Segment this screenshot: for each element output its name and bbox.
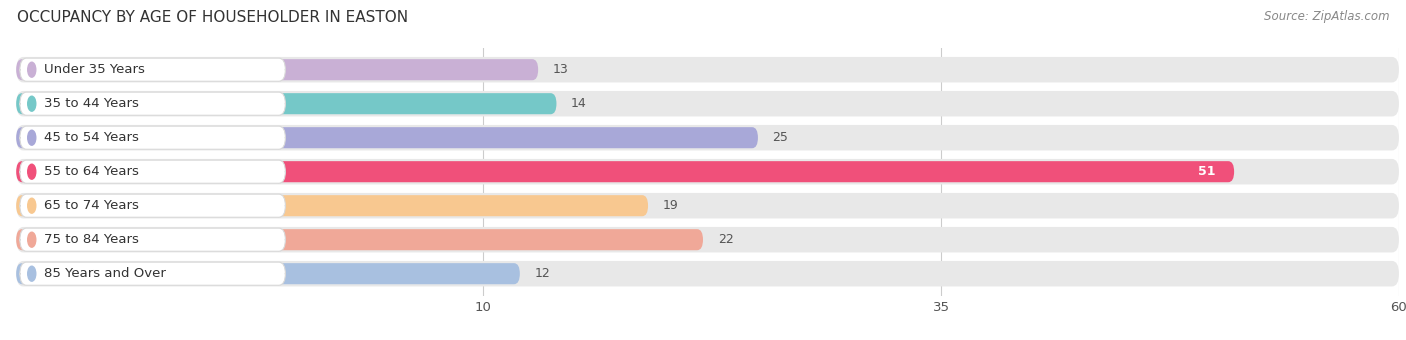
- FancyBboxPatch shape: [17, 195, 648, 216]
- Circle shape: [28, 198, 35, 213]
- FancyBboxPatch shape: [20, 194, 285, 217]
- Circle shape: [28, 96, 35, 111]
- FancyBboxPatch shape: [20, 58, 285, 81]
- Text: 14: 14: [571, 97, 586, 110]
- FancyBboxPatch shape: [17, 229, 703, 250]
- Text: 12: 12: [534, 267, 550, 280]
- Circle shape: [28, 232, 35, 247]
- Text: 51: 51: [1198, 165, 1216, 178]
- FancyBboxPatch shape: [17, 161, 1234, 182]
- FancyBboxPatch shape: [17, 59, 538, 80]
- Text: 75 to 84 Years: 75 to 84 Years: [44, 233, 139, 246]
- Text: 85 Years and Over: 85 Years and Over: [44, 267, 166, 280]
- FancyBboxPatch shape: [17, 125, 1399, 150]
- Text: OCCUPANCY BY AGE OF HOUSEHOLDER IN EASTON: OCCUPANCY BY AGE OF HOUSEHOLDER IN EASTO…: [17, 10, 408, 25]
- FancyBboxPatch shape: [17, 227, 1399, 252]
- FancyBboxPatch shape: [17, 93, 557, 114]
- FancyBboxPatch shape: [20, 126, 285, 149]
- FancyBboxPatch shape: [20, 228, 285, 251]
- Text: 13: 13: [553, 63, 568, 76]
- FancyBboxPatch shape: [20, 160, 285, 183]
- FancyBboxPatch shape: [17, 127, 758, 148]
- FancyBboxPatch shape: [17, 193, 1399, 219]
- FancyBboxPatch shape: [17, 159, 1399, 184]
- FancyBboxPatch shape: [17, 263, 520, 284]
- Circle shape: [28, 266, 35, 281]
- Text: Source: ZipAtlas.com: Source: ZipAtlas.com: [1264, 10, 1389, 23]
- FancyBboxPatch shape: [20, 262, 285, 285]
- Text: 35 to 44 Years: 35 to 44 Years: [44, 97, 139, 110]
- Text: 25: 25: [773, 131, 789, 144]
- FancyBboxPatch shape: [17, 91, 1399, 116]
- Text: 55 to 64 Years: 55 to 64 Years: [44, 165, 139, 178]
- Text: Under 35 Years: Under 35 Years: [44, 63, 145, 76]
- Text: 22: 22: [717, 233, 734, 246]
- Circle shape: [28, 62, 35, 77]
- FancyBboxPatch shape: [17, 261, 1399, 286]
- Text: 19: 19: [662, 199, 679, 212]
- Circle shape: [28, 164, 35, 179]
- Text: 65 to 74 Years: 65 to 74 Years: [44, 199, 139, 212]
- Text: 45 to 54 Years: 45 to 54 Years: [44, 131, 139, 144]
- FancyBboxPatch shape: [17, 57, 1399, 82]
- FancyBboxPatch shape: [20, 92, 285, 115]
- Circle shape: [28, 130, 35, 145]
